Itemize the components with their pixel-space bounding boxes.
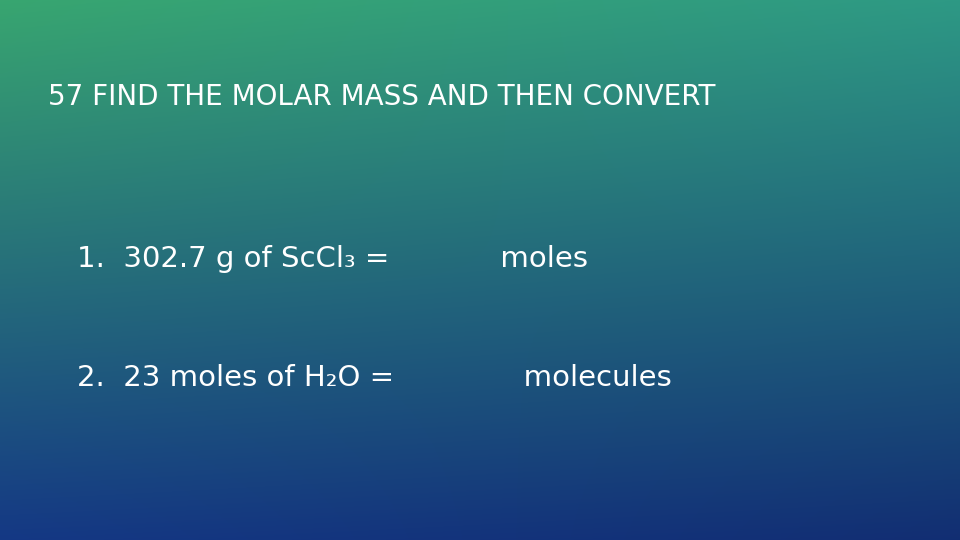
Text: 2.  23 moles of H₂O =              molecules: 2. 23 moles of H₂O = molecules [77, 364, 672, 392]
Text: 1.  302.7 g of ScCl₃ =            moles: 1. 302.7 g of ScCl₃ = moles [77, 245, 588, 273]
Text: 57 FIND THE MOLAR MASS AND THEN CONVERT: 57 FIND THE MOLAR MASS AND THEN CONVERT [48, 83, 715, 111]
